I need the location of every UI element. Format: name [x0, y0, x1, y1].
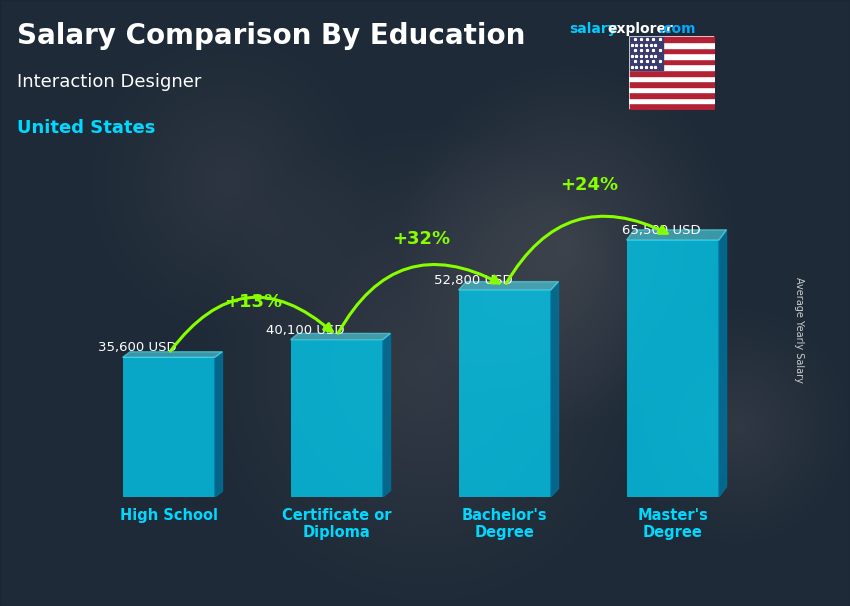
Polygon shape — [122, 351, 223, 358]
Text: Interaction Designer: Interaction Designer — [17, 73, 201, 91]
Text: Salary Comparison By Education: Salary Comparison By Education — [17, 22, 525, 50]
Polygon shape — [719, 230, 727, 497]
Polygon shape — [291, 333, 390, 340]
Bar — [122, 358, 215, 497]
Text: 65,500 USD: 65,500 USD — [622, 224, 701, 237]
Text: +24%: +24% — [559, 176, 618, 194]
Text: +13%: +13% — [224, 293, 282, 311]
Text: 52,800 USD: 52,800 USD — [434, 274, 513, 287]
Polygon shape — [458, 282, 558, 290]
Text: Average Yearly Salary: Average Yearly Salary — [794, 278, 804, 383]
Text: +32%: +32% — [392, 230, 450, 248]
Text: United States: United States — [17, 119, 156, 138]
Polygon shape — [626, 230, 727, 240]
Bar — [458, 290, 551, 497]
Polygon shape — [383, 333, 390, 497]
Bar — [291, 340, 383, 497]
Text: 40,100 USD: 40,100 USD — [266, 324, 344, 337]
Polygon shape — [551, 282, 558, 497]
Bar — [626, 240, 719, 497]
Text: .com: .com — [659, 22, 696, 36]
Text: 35,600 USD: 35,600 USD — [98, 341, 177, 355]
Text: explorer: explorer — [608, 22, 673, 36]
Text: salary: salary — [570, 22, 617, 36]
Polygon shape — [215, 351, 223, 497]
